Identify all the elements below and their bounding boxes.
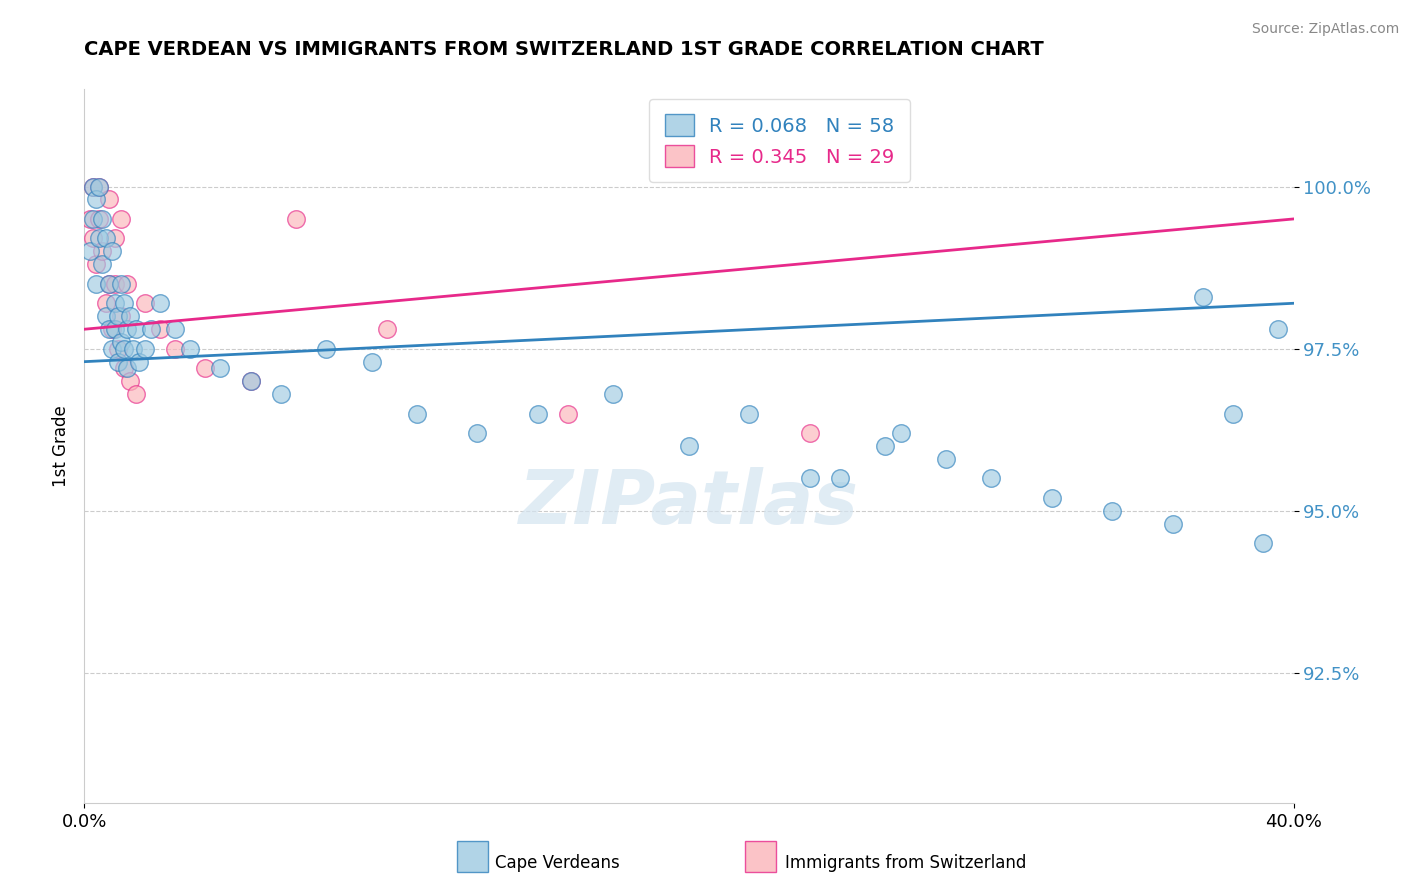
Point bbox=[100, 244, 122, 259]
Point bbox=[110, 211, 132, 226]
Point bbox=[527, 407, 550, 421]
Point bbox=[134, 296, 156, 310]
Point bbox=[110, 335, 132, 350]
Point bbox=[104, 277, 127, 291]
Point bbox=[97, 277, 120, 291]
Point bbox=[799, 471, 821, 485]
Point bbox=[112, 361, 135, 376]
Point bbox=[86, 193, 108, 207]
Point bbox=[165, 342, 187, 356]
Point bbox=[557, 407, 579, 421]
Point bbox=[107, 310, 129, 324]
Point bbox=[97, 277, 120, 291]
Point bbox=[97, 193, 120, 207]
Point bbox=[82, 231, 104, 245]
Point bbox=[82, 179, 104, 194]
Point bbox=[110, 277, 132, 291]
Point bbox=[89, 211, 111, 226]
Text: CAPE VERDEAN VS IMMIGRANTS FROM SWITZERLAND 1ST GRADE CORRELATION CHART: CAPE VERDEAN VS IMMIGRANTS FROM SWITZERL… bbox=[84, 40, 1045, 59]
Point bbox=[79, 244, 101, 259]
Point bbox=[89, 179, 111, 194]
Point bbox=[107, 342, 129, 356]
Point bbox=[179, 342, 201, 356]
Point bbox=[935, 452, 957, 467]
Point bbox=[79, 211, 101, 226]
Point bbox=[375, 322, 398, 336]
Point bbox=[139, 322, 162, 336]
Point bbox=[1161, 516, 1184, 531]
Point bbox=[360, 354, 382, 368]
Text: Immigrants from Switzerland: Immigrants from Switzerland bbox=[785, 854, 1026, 871]
Point bbox=[678, 439, 700, 453]
Point bbox=[86, 257, 108, 271]
Point bbox=[118, 310, 141, 324]
Point bbox=[121, 342, 143, 356]
Point bbox=[100, 342, 122, 356]
Point bbox=[91, 257, 114, 271]
Point bbox=[980, 471, 1002, 485]
Point bbox=[830, 471, 852, 485]
Legend: R = 0.068   N = 58, R = 0.345   N = 29: R = 0.068 N = 58, R = 0.345 N = 29 bbox=[650, 99, 910, 182]
Point bbox=[107, 354, 129, 368]
Point bbox=[602, 387, 624, 401]
Point bbox=[315, 342, 337, 356]
Point bbox=[118, 374, 141, 388]
Point bbox=[86, 277, 108, 291]
Point bbox=[1101, 504, 1123, 518]
Point bbox=[239, 374, 262, 388]
Point bbox=[89, 179, 111, 194]
Point bbox=[94, 310, 117, 324]
Point bbox=[134, 342, 156, 356]
Point bbox=[239, 374, 262, 388]
Point bbox=[1267, 322, 1289, 336]
Point bbox=[89, 231, 111, 245]
Point bbox=[82, 179, 104, 194]
Point bbox=[799, 425, 821, 440]
Point bbox=[125, 387, 148, 401]
Point bbox=[165, 322, 187, 336]
Point bbox=[91, 244, 114, 259]
Point bbox=[467, 425, 489, 440]
Text: Cape Verdeans: Cape Verdeans bbox=[495, 854, 620, 871]
Point bbox=[1040, 491, 1063, 505]
Point bbox=[1192, 290, 1215, 304]
Point bbox=[738, 407, 761, 421]
Text: Source: ZipAtlas.com: Source: ZipAtlas.com bbox=[1251, 22, 1399, 37]
Point bbox=[890, 425, 912, 440]
Point bbox=[406, 407, 429, 421]
Point bbox=[1253, 536, 1275, 550]
Point bbox=[104, 231, 127, 245]
Point bbox=[91, 211, 114, 226]
Point bbox=[194, 361, 217, 376]
Point bbox=[97, 322, 120, 336]
Point bbox=[115, 322, 138, 336]
Point bbox=[112, 296, 135, 310]
Point bbox=[1222, 407, 1244, 421]
Point bbox=[94, 296, 117, 310]
Point bbox=[128, 354, 150, 368]
Point bbox=[115, 361, 138, 376]
Point bbox=[875, 439, 897, 453]
Point bbox=[82, 211, 104, 226]
Point bbox=[104, 296, 127, 310]
Point bbox=[125, 322, 148, 336]
Point bbox=[285, 211, 308, 226]
Point bbox=[149, 296, 172, 310]
Text: ZIPatlas: ZIPatlas bbox=[519, 467, 859, 540]
Point bbox=[270, 387, 292, 401]
Point bbox=[94, 231, 117, 245]
Point bbox=[149, 322, 172, 336]
Point bbox=[100, 322, 122, 336]
Point bbox=[115, 277, 138, 291]
Y-axis label: 1st Grade: 1st Grade bbox=[52, 405, 70, 487]
Point bbox=[104, 322, 127, 336]
Point bbox=[110, 310, 132, 324]
Point bbox=[209, 361, 232, 376]
Point bbox=[112, 342, 135, 356]
